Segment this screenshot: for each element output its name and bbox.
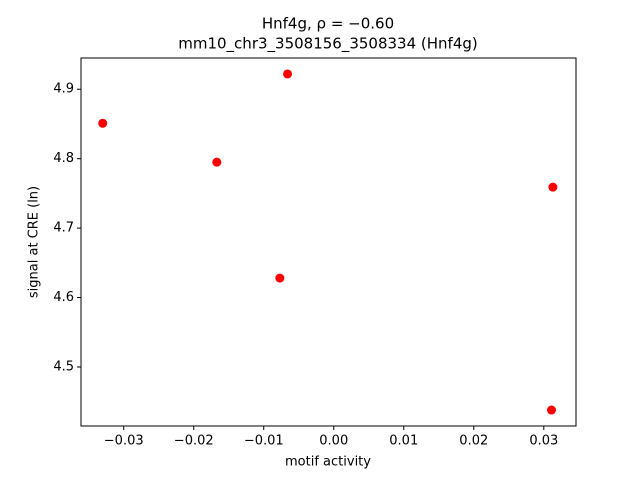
axes-frame	[80, 57, 577, 427]
x-tick-label: 0.03	[529, 434, 558, 449]
point	[546, 405, 556, 415]
y-tick-label: 4.8	[53, 151, 74, 166]
x-axis-label: motif activity	[285, 455, 371, 470]
x-tick-label: −0.03	[104, 434, 144, 449]
point	[98, 118, 108, 128]
point	[283, 69, 293, 79]
point	[212, 157, 222, 167]
y-tick-label: 4.5	[53, 359, 74, 374]
y-tick-label: 4.6	[53, 290, 74, 305]
x-tick-label: 0.02	[459, 434, 488, 449]
y-tick-label: 4.9	[53, 82, 74, 97]
y-axis-label: signal at CRE (ln)	[27, 186, 42, 298]
point	[275, 273, 285, 283]
chart-subtitle: mm10_chr3_3508156_3508334 (Hnf4g)	[178, 35, 478, 54]
x-tick-label: 0.00	[319, 434, 348, 449]
x-tick-label: 0.01	[389, 434, 418, 449]
x-tick-label: −0.02	[174, 434, 214, 449]
chart-title: Hnf4g, ρ = −0.60	[262, 15, 394, 33]
point	[548, 182, 558, 192]
x-tick-label: −0.01	[244, 434, 284, 449]
y-tick-label: 4.7	[53, 221, 74, 236]
